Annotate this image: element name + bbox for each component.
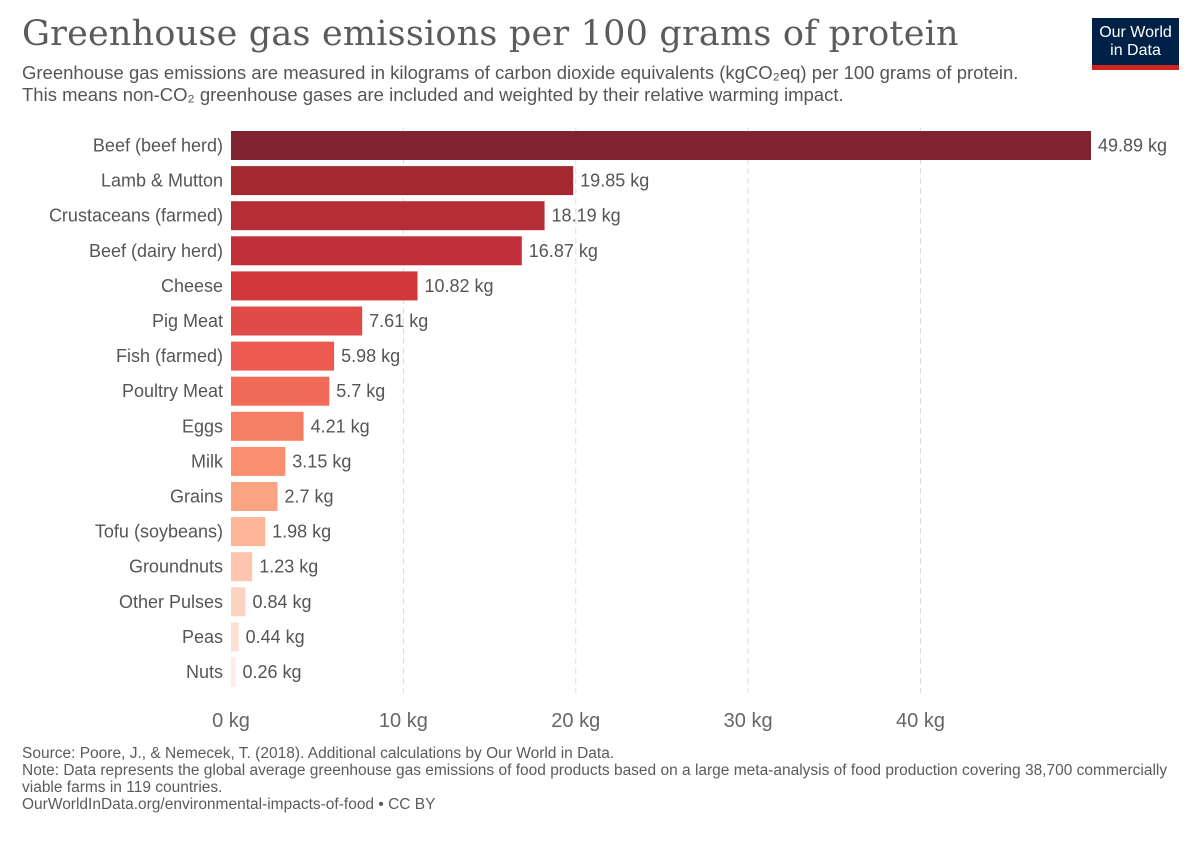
- category-label: Eggs: [182, 416, 223, 436]
- value-label: 18.19 kg: [552, 206, 621, 226]
- x-tick-label: 30 kg: [724, 710, 773, 732]
- bar: [231, 376, 330, 406]
- category-labels: Beef (beef herd) Lamb & Mutton Crustaceans…: [49, 136, 224, 683]
- x-tick-label: 0 kg: [212, 710, 250, 732]
- category-label: Poultry Meat: [122, 381, 223, 401]
- value-label: 5.7 kg: [336, 381, 385, 401]
- bar: [231, 236, 522, 266]
- category-label: Pig Meat: [152, 311, 223, 331]
- value-label: 2.7 kg: [285, 487, 334, 507]
- bar-chart: Beef (beef herd) Lamb & Mutton Crustaceans…: [49, 128, 1167, 732]
- value-label: 16.87 kg: [529, 241, 598, 261]
- logo-line-2: in Data: [1110, 42, 1161, 59]
- category-label: Fish (farmed): [116, 346, 223, 366]
- x-tick-label: 40 kg: [896, 710, 945, 732]
- footer: Source: Poore, J., & Nemecek, T. (2018).…: [22, 745, 1172, 813]
- category-label: Crustaceans (farmed): [49, 206, 223, 226]
- bar: [231, 482, 278, 511]
- category-label: Lamb & Mutton: [101, 171, 223, 191]
- bar: [231, 657, 236, 687]
- chart-title: Greenhouse gas emissions per 100 grams o…: [22, 14, 959, 54]
- bar: [231, 271, 418, 301]
- category-label: Peas: [182, 627, 223, 647]
- value-label: 0.26 kg: [242, 662, 301, 682]
- value-label: 19.85 kg: [580, 171, 649, 191]
- bar: [231, 587, 246, 617]
- bars: [231, 131, 1091, 687]
- bar: [231, 166, 574, 196]
- logo-red-bar: [1092, 65, 1179, 70]
- chart-subtitle: Greenhouse gas emissions are measured in…: [22, 62, 1019, 105]
- bar: [231, 446, 286, 476]
- category-label: Cheese: [161, 276, 223, 296]
- value-label: 0.44 kg: [246, 627, 305, 647]
- category-label: Tofu (soybeans): [95, 522, 223, 542]
- bar: [231, 306, 363, 336]
- bar: [231, 131, 1091, 160]
- value-label: 0.84 kg: [252, 592, 311, 612]
- footer-link[interactable]: OurWorldInData.org/environmental-impacts…: [22, 796, 436, 813]
- category-label: Groundnuts: [129, 557, 223, 577]
- category-label: Nuts: [186, 662, 223, 682]
- value-label: 4.21 kg: [311, 416, 370, 436]
- logo-line-1: Our World: [1099, 24, 1172, 41]
- category-label: Beef (beef herd): [93, 136, 223, 156]
- owid-logo[interactable]: Our World in Data: [1092, 18, 1179, 70]
- bar: [231, 622, 239, 652]
- value-labels: 49.89 kg 19.85 kg 18.19 kg 16.87 kg 10.82 kg…: [242, 136, 1167, 683]
- bar: [231, 201, 545, 231]
- value-label: 3.15 kg: [292, 451, 351, 471]
- category-label: Beef (dairy herd): [89, 241, 223, 261]
- footer-source: Source: Poore, J., & Nemecek, T. (2018).…: [22, 745, 615, 762]
- value-label: 10.82 kg: [425, 276, 494, 296]
- x-tick-label: 10 kg: [379, 710, 428, 732]
- bar: [231, 552, 253, 582]
- value-label: 5.98 kg: [341, 346, 400, 366]
- value-label: 49.89 kg: [1098, 136, 1167, 156]
- bar: [231, 517, 266, 547]
- bar: [231, 341, 335, 371]
- category-label: Milk: [191, 451, 224, 471]
- x-tick-label: 20 kg: [551, 710, 600, 732]
- value-label: 7.61 kg: [369, 311, 428, 331]
- x-axis-ticks: 0 kg 10 kg 20 kg 30 kg 40 kg: [212, 710, 945, 732]
- value-label: 1.98 kg: [272, 522, 331, 542]
- bar: [231, 411, 304, 441]
- category-label: Grains: [170, 487, 223, 507]
- category-label: Other Pulses: [119, 592, 223, 612]
- value-label: 1.23 kg: [259, 557, 318, 577]
- footer-note: Note: Data represents the global average…: [22, 762, 1172, 796]
